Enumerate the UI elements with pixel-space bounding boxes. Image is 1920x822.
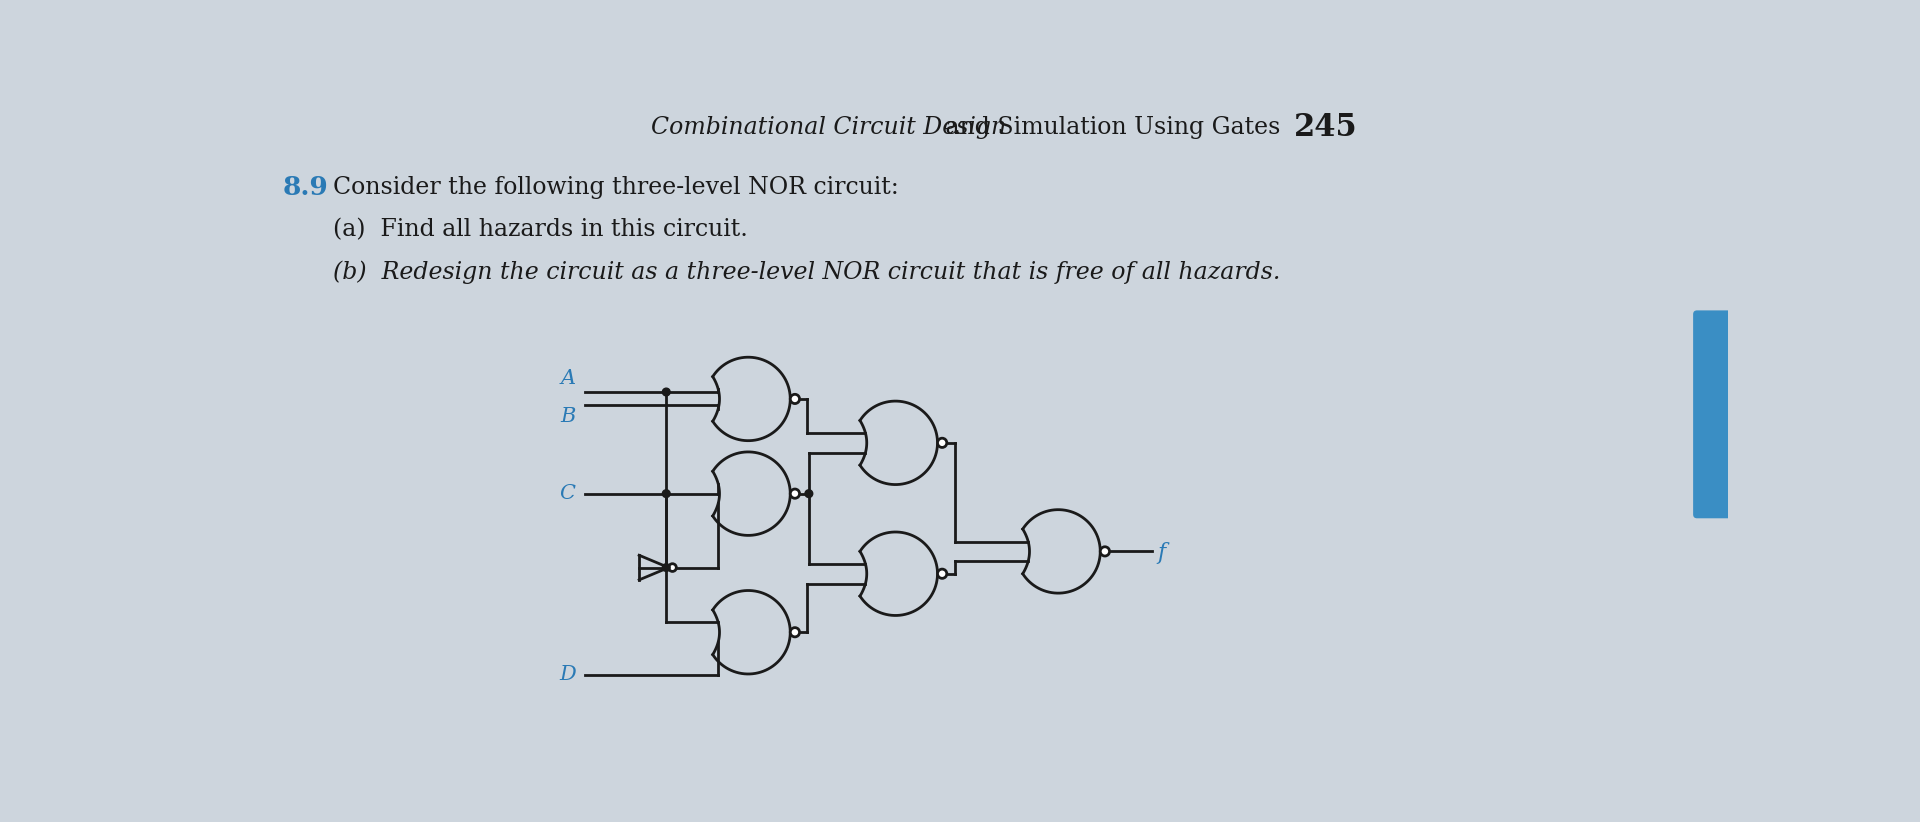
Circle shape — [1100, 547, 1110, 556]
Text: D: D — [559, 665, 576, 684]
Circle shape — [791, 489, 799, 498]
Text: C: C — [559, 484, 576, 503]
Text: 245: 245 — [1294, 113, 1357, 143]
Text: 8.9: 8.9 — [282, 175, 328, 200]
Circle shape — [662, 490, 670, 497]
Text: (b)  Redesign the circuit as a three-level NOR circuit that is free of all hazar: (b) Redesign the circuit as a three-leve… — [332, 260, 1281, 284]
Circle shape — [937, 569, 947, 579]
Text: A: A — [561, 369, 576, 388]
Circle shape — [791, 628, 799, 637]
Circle shape — [791, 395, 799, 404]
Text: Combinational Circuit Design: Combinational Circuit Design — [651, 117, 1006, 140]
Text: f: f — [1158, 542, 1165, 564]
Circle shape — [662, 564, 670, 571]
Circle shape — [662, 388, 670, 396]
Text: and Simulation Using Gates: and Simulation Using Gates — [937, 117, 1288, 140]
FancyBboxPatch shape — [1693, 311, 1732, 519]
Text: B: B — [561, 408, 576, 427]
Circle shape — [668, 564, 676, 571]
Text: (a)  Find all hazards in this circuit.: (a) Find all hazards in this circuit. — [332, 218, 749, 241]
Circle shape — [937, 438, 947, 447]
Text: Consider the following three-level NOR circuit:: Consider the following three-level NOR c… — [332, 176, 899, 199]
Circle shape — [804, 490, 812, 497]
